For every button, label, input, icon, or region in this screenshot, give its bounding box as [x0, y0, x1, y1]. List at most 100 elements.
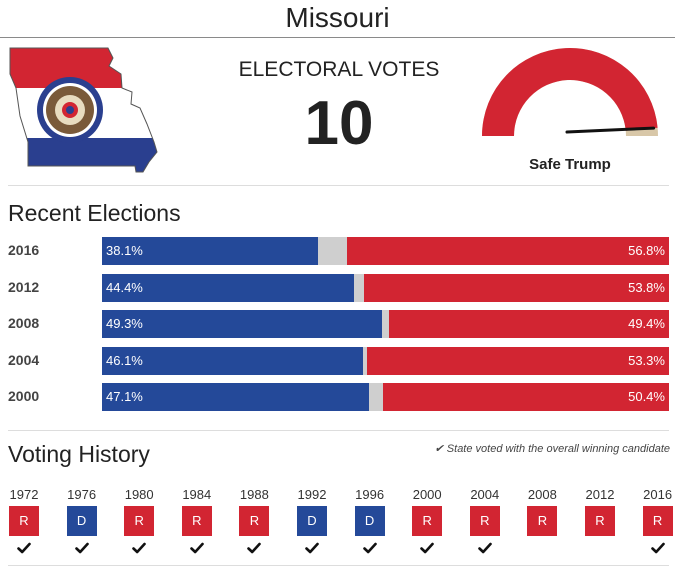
election-year-2008: 2008 [8, 315, 40, 331]
winner-note-text: State voted with the overall winning can… [446, 443, 670, 455]
winner-check-slot [407, 539, 447, 557]
rep-share-label: 56.8% [628, 243, 665, 258]
divider [8, 185, 669, 186]
rep-share-label: 50.4% [628, 389, 665, 404]
divider [8, 430, 669, 431]
dem-share-bar: 44.4% [102, 273, 354, 302]
history-year: 1972 [9, 487, 39, 502]
winner-check-slot [292, 539, 332, 557]
history-year: 2012 [585, 487, 615, 502]
dem-share-label: 46.1% [106, 352, 143, 368]
winner-note: ✔ State voted with the overall winning c… [420, 442, 670, 455]
history-year: 2016 [643, 487, 673, 502]
history-item-1976[interactable]: 1976 D [62, 486, 102, 557]
history-year: 1984 [182, 487, 212, 502]
other-share-bar [369, 383, 384, 411]
rep-share-bar: 50.4% [383, 383, 669, 411]
rep-share-label: 53.8% [628, 279, 665, 295]
history-item-1984[interactable]: 1984 R [177, 486, 217, 557]
history-year: 2004 [470, 487, 500, 502]
election-year-2016: 2016 [8, 242, 40, 258]
winner-check-slot [234, 539, 274, 557]
winner-check-slot [119, 539, 159, 557]
history-item-1980[interactable]: 1980 R [119, 486, 159, 557]
dem-share-label: 38.1% [106, 243, 143, 258]
other-share-bar [381, 310, 389, 338]
rating-gauge [482, 47, 658, 137]
winner-check-slot [522, 539, 562, 557]
rep-share-label: 49.4% [628, 316, 665, 331]
party-badge: D [297, 506, 327, 536]
history-item-1996[interactable]: 1996 D [350, 486, 390, 557]
electoral-votes-label: ELECTORAL VOTES [238, 58, 440, 81]
gauge-fill-arc [482, 47, 658, 137]
check-icon [362, 542, 377, 554]
gauge-needle [565, 126, 656, 134]
check-icon: ✔ [434, 443, 444, 455]
check-icon [132, 542, 146, 554]
dem-share-label: 49.3% [106, 316, 143, 331]
rep-share-bar: 53.8% [363, 273, 669, 302]
election-bar-2008[interactable]: 49.3% 49.4% [102, 310, 669, 338]
history-item-2012[interactable]: 2012 R [580, 486, 620, 557]
winner-check-slot [4, 539, 44, 557]
history-year: 1988 [239, 487, 269, 502]
election-bar-2000[interactable]: 47.1% 50.4% [102, 383, 669, 411]
dem-share-label: 44.4% [106, 279, 143, 295]
dem-share-bar: 38.1% [102, 237, 319, 265]
dem-share-bar: 47.1% [102, 383, 370, 411]
voting-history-heading: Voting History [8, 441, 150, 467]
recent-elections-heading: Recent Elections [8, 200, 181, 226]
rating-label: Safe Trump [529, 156, 611, 173]
history-item-2008[interactable]: 2008 R [522, 486, 562, 557]
election-bar-2004[interactable]: 46.1% 53.3% [102, 346, 669, 375]
party-badge: R [124, 506, 155, 536]
rep-share-bar: 53.3% [366, 346, 669, 375]
history-item-2000[interactable]: 2000 R [407, 486, 447, 557]
history-item-2016[interactable]: 2016 R [638, 486, 675, 557]
party-badge: D [354, 506, 385, 536]
history-year: 1980 [124, 487, 154, 502]
election-bar-2016[interactable]: 38.1% 56.8% [102, 237, 669, 265]
check-icon [74, 542, 89, 554]
check-icon [650, 542, 665, 554]
check-icon [247, 542, 262, 554]
history-year: 1992 [297, 487, 327, 502]
party-badge: D [66, 506, 97, 536]
check-icon [477, 542, 492, 554]
winner-check-slot [177, 539, 217, 557]
check-icon [305, 542, 319, 554]
dem-share-bar: 49.3% [102, 310, 382, 338]
missouri-flag-map [9, 47, 158, 173]
other-share-bar [353, 273, 364, 302]
page-title: Missouri [0, 0, 675, 38]
party-badge: R [181, 506, 212, 536]
election-year-2004: 2004 [8, 351, 40, 368]
party-badge: R [9, 506, 39, 536]
party-badge: R [239, 506, 270, 536]
election-year-2012: 2012 [8, 278, 40, 295]
electoral-votes-value: 10 [304, 89, 374, 158]
election-bar-2012[interactable]: 44.4% 53.8% [102, 273, 669, 302]
winner-check-slot [350, 539, 390, 557]
history-item-1992[interactable]: 1992 D [292, 486, 332, 557]
other-share-bar [363, 346, 367, 375]
party-badge: R [412, 506, 443, 536]
winner-check-slot [465, 539, 505, 557]
election-year-2000: 2000 [8, 388, 40, 404]
check-icon [189, 542, 204, 554]
history-year: 1996 [355, 487, 385, 502]
check-icon [420, 542, 434, 554]
history-item-1972[interactable]: 1972 R [4, 486, 44, 557]
party-badge: R [585, 506, 615, 536]
rep-share-label: 53.3% [628, 352, 665, 368]
history-item-2004[interactable]: 2004 R [465, 486, 505, 557]
history-item-1988[interactable]: 1988 R [234, 486, 274, 557]
party-badge: R [527, 506, 558, 536]
rep-share-bar: 56.8% [346, 237, 669, 265]
winner-check-slot [580, 539, 620, 557]
dem-share-label: 47.1% [106, 389, 143, 404]
other-share-bar [318, 237, 347, 265]
history-year: 1976 [67, 487, 97, 502]
history-year: 2000 [412, 487, 442, 502]
